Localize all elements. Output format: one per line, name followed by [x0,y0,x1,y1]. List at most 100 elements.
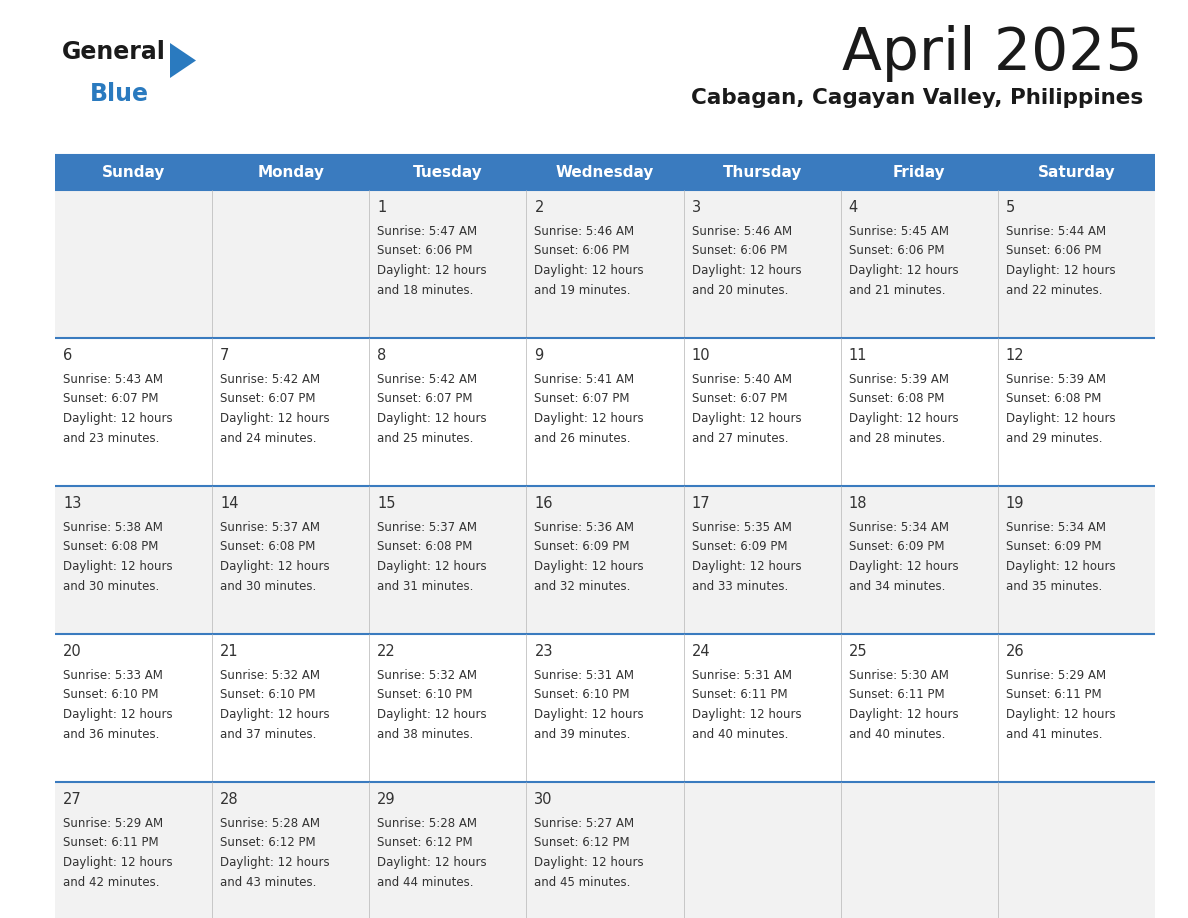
Text: Sunset: 6:07 PM: Sunset: 6:07 PM [378,393,473,406]
Text: 10: 10 [691,348,710,363]
Text: Sunset: 6:06 PM: Sunset: 6:06 PM [848,244,944,258]
Text: Sunset: 6:11 PM: Sunset: 6:11 PM [1006,688,1101,701]
Text: Daylight: 12 hours: Daylight: 12 hours [535,708,644,721]
Text: Sunset: 6:10 PM: Sunset: 6:10 PM [220,688,316,701]
Text: Sunset: 6:07 PM: Sunset: 6:07 PM [535,393,630,406]
Text: 30: 30 [535,792,552,807]
Text: and 24 minutes.: and 24 minutes. [220,431,317,444]
Text: Sunset: 6:09 PM: Sunset: 6:09 PM [691,541,788,554]
Text: Sunrise: 5:46 AM: Sunrise: 5:46 AM [535,225,634,238]
Text: and 43 minutes.: and 43 minutes. [220,876,316,889]
Text: 19: 19 [1006,496,1024,511]
Bar [55,486,1155,634]
Bar [55,155,1155,190]
Text: Sunset: 6:08 PM: Sunset: 6:08 PM [848,393,944,406]
Text: Daylight: 12 hours: Daylight: 12 hours [691,560,801,573]
Text: and 22 minutes.: and 22 minutes. [1006,284,1102,297]
Text: Sunrise: 5:32 AM: Sunrise: 5:32 AM [378,669,478,682]
Text: Sunrise: 5:29 AM: Sunrise: 5:29 AM [63,817,163,830]
Text: Daylight: 12 hours: Daylight: 12 hours [220,708,330,721]
Text: and 28 minutes.: and 28 minutes. [848,431,946,444]
Text: 13: 13 [63,496,81,511]
Text: 12: 12 [1006,348,1024,363]
Text: Thursday: Thursday [722,165,802,180]
Text: and 40 minutes.: and 40 minutes. [691,727,788,741]
Text: 8: 8 [378,348,386,363]
Bar [55,190,1155,338]
Text: 15: 15 [378,496,396,511]
Text: 28: 28 [220,792,239,807]
Text: Sunset: 6:12 PM: Sunset: 6:12 PM [535,836,630,849]
Text: Sunrise: 5:43 AM: Sunrise: 5:43 AM [63,373,163,386]
Text: and 42 minutes.: and 42 minutes. [63,876,159,889]
Text: Daylight: 12 hours: Daylight: 12 hours [63,412,172,425]
Text: Daylight: 12 hours: Daylight: 12 hours [535,412,644,425]
Text: 18: 18 [848,496,867,511]
Text: Daylight: 12 hours: Daylight: 12 hours [1006,264,1116,277]
Text: and 32 minutes.: and 32 minutes. [535,579,631,592]
Text: and 25 minutes.: and 25 minutes. [378,431,474,444]
Text: Daylight: 12 hours: Daylight: 12 hours [378,264,487,277]
Text: Daylight: 12 hours: Daylight: 12 hours [691,412,801,425]
Text: Sunset: 6:10 PM: Sunset: 6:10 PM [378,688,473,701]
Text: Daylight: 12 hours: Daylight: 12 hours [848,412,959,425]
Text: Daylight: 12 hours: Daylight: 12 hours [848,708,959,721]
Text: 9: 9 [535,348,544,363]
Text: 22: 22 [378,644,396,659]
Text: 2: 2 [535,200,544,215]
Text: Daylight: 12 hours: Daylight: 12 hours [1006,560,1116,573]
Text: Sunrise: 5:30 AM: Sunrise: 5:30 AM [848,669,948,682]
Text: April 2025: April 2025 [842,25,1143,82]
Text: Daylight: 12 hours: Daylight: 12 hours [691,708,801,721]
Text: Sunrise: 5:44 AM: Sunrise: 5:44 AM [1006,225,1106,238]
Text: 29: 29 [378,792,396,807]
Text: Sunrise: 5:47 AM: Sunrise: 5:47 AM [378,225,478,238]
Text: 5: 5 [1006,200,1015,215]
Text: Sunset: 6:07 PM: Sunset: 6:07 PM [691,393,788,406]
Text: 27: 27 [63,792,82,807]
Text: Saturday: Saturday [1037,165,1116,180]
Text: Daylight: 12 hours: Daylight: 12 hours [535,560,644,573]
Text: and 29 minutes.: and 29 minutes. [1006,431,1102,444]
Text: 6: 6 [63,348,72,363]
Text: Sunset: 6:12 PM: Sunset: 6:12 PM [220,836,316,849]
Text: Sunrise: 5:39 AM: Sunrise: 5:39 AM [848,373,949,386]
Text: Sunrise: 5:32 AM: Sunrise: 5:32 AM [220,669,320,682]
Text: Daylight: 12 hours: Daylight: 12 hours [63,708,172,721]
Text: Sunday: Sunday [102,165,165,180]
Text: 24: 24 [691,644,710,659]
Text: 21: 21 [220,644,239,659]
Text: Sunset: 6:08 PM: Sunset: 6:08 PM [63,541,158,554]
Text: Daylight: 12 hours: Daylight: 12 hours [848,264,959,277]
Text: Sunset: 6:10 PM: Sunset: 6:10 PM [535,688,630,701]
Text: Sunrise: 5:39 AM: Sunrise: 5:39 AM [1006,373,1106,386]
Text: and 40 minutes.: and 40 minutes. [848,727,946,741]
Text: 23: 23 [535,644,552,659]
Text: Daylight: 12 hours: Daylight: 12 hours [535,264,644,277]
Text: Sunrise: 5:38 AM: Sunrise: 5:38 AM [63,521,163,534]
Text: Sunrise: 5:33 AM: Sunrise: 5:33 AM [63,669,163,682]
Text: Sunset: 6:11 PM: Sunset: 6:11 PM [848,688,944,701]
Text: Daylight: 12 hours: Daylight: 12 hours [378,708,487,721]
Text: Sunset: 6:06 PM: Sunset: 6:06 PM [535,244,630,258]
Text: and 19 minutes.: and 19 minutes. [535,284,631,297]
Text: Sunset: 6:06 PM: Sunset: 6:06 PM [691,244,788,258]
Text: Sunset: 6:08 PM: Sunset: 6:08 PM [220,541,316,554]
Text: and 39 minutes.: and 39 minutes. [535,727,631,741]
Text: Daylight: 12 hours: Daylight: 12 hours [691,264,801,277]
Text: and 37 minutes.: and 37 minutes. [220,727,316,741]
Text: Sunset: 6:10 PM: Sunset: 6:10 PM [63,688,158,701]
Text: Sunset: 6:12 PM: Sunset: 6:12 PM [378,836,473,849]
Text: and 45 minutes.: and 45 minutes. [535,876,631,889]
Text: Sunrise: 5:31 AM: Sunrise: 5:31 AM [535,669,634,682]
Text: Sunrise: 5:27 AM: Sunrise: 5:27 AM [535,817,634,830]
Text: Daylight: 12 hours: Daylight: 12 hours [378,560,487,573]
Text: Daylight: 12 hours: Daylight: 12 hours [220,856,330,869]
Text: and 44 minutes.: and 44 minutes. [378,876,474,889]
Text: Daylight: 12 hours: Daylight: 12 hours [1006,708,1116,721]
Bar [55,782,1155,918]
Text: and 33 minutes.: and 33 minutes. [691,579,788,592]
Text: Sunrise: 5:37 AM: Sunrise: 5:37 AM [378,521,478,534]
Text: 26: 26 [1006,644,1024,659]
Text: Sunrise: 5:42 AM: Sunrise: 5:42 AM [378,373,478,386]
